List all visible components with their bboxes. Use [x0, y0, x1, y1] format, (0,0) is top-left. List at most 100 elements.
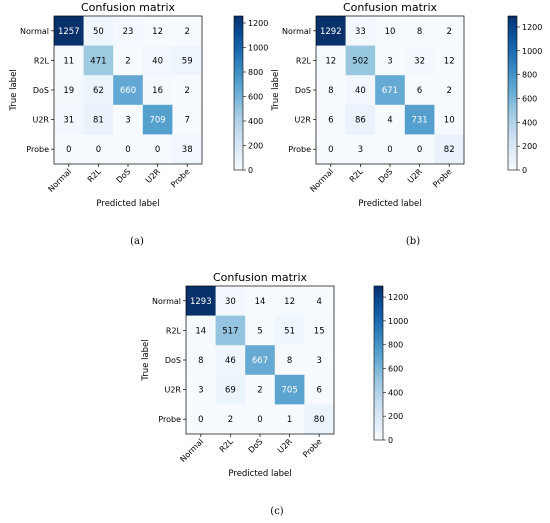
- cell-value-label: 40: [152, 56, 163, 66]
- matrix-cell: [83, 16, 114, 46]
- matrix-cell: [375, 16, 406, 46]
- matrix-cell: [172, 75, 203, 106]
- matrix-cell: [345, 75, 376, 106]
- cell-value-label: 0: [328, 145, 333, 155]
- cell-value-label: 2: [446, 27, 451, 37]
- cell-value-label: 0: [125, 145, 130, 155]
- colorbar-tick-label: 800: [388, 341, 403, 350]
- matrix-cell: [404, 75, 435, 106]
- matrix-cell: [245, 286, 276, 316]
- matrix-cell: [186, 315, 216, 346]
- cell-value-label: 50: [93, 27, 104, 37]
- matrix-cell: [113, 45, 144, 76]
- y-tick-label: DoS: [33, 86, 49, 95]
- matrix-cell: [316, 75, 346, 106]
- matrix-cell: [83, 45, 114, 76]
- cell-value-label: 705: [281, 386, 297, 396]
- x-axis-label: Predicted label: [228, 469, 291, 479]
- figure-caption: (c): [270, 506, 284, 517]
- cell-value-label: 8: [198, 356, 203, 366]
- matrix-cell: [404, 134, 435, 165]
- matrix-cell: [274, 315, 305, 346]
- x-tick-label: Normal: [178, 437, 205, 464]
- cell-value-label: 1: [287, 415, 292, 425]
- matrix-cell: [375, 104, 406, 135]
- matrix-cell: [404, 16, 435, 46]
- cell-value-label: 14: [255, 297, 266, 307]
- colorbar-tick-label: 200: [522, 142, 537, 151]
- matrix-cell: [113, 16, 144, 46]
- cell-value-label: 709: [149, 116, 165, 126]
- cell-value-label: 10: [444, 116, 455, 126]
- matrix-cell: [274, 374, 305, 405]
- matrix-cell: [434, 134, 465, 165]
- cell-value-label: 51: [284, 326, 295, 336]
- matrix-cell: [375, 75, 406, 106]
- x-tick-label: R2L: [348, 167, 365, 184]
- matrix-cell: [345, 104, 376, 135]
- cell-value-label: 46: [225, 356, 236, 366]
- chart-title: Confusion matrix: [213, 271, 308, 284]
- matrix-cell: [54, 16, 84, 46]
- cell-value-label: 1293: [190, 297, 212, 307]
- colorbar-tick-label: 1000: [522, 47, 542, 56]
- cell-value-label: 12: [284, 297, 295, 307]
- cell-value-label: 6: [328, 116, 333, 126]
- matrix-cell: [172, 104, 203, 135]
- cell-value-label: 12: [444, 56, 455, 66]
- x-tick-label: Probe: [301, 437, 323, 459]
- matrix-cell: [54, 104, 84, 135]
- matrix-cell: [274, 286, 305, 316]
- matrix-cell: [434, 104, 465, 135]
- y-tick-label: R2L: [34, 56, 50, 65]
- cell-value-label: 6: [316, 386, 321, 396]
- cell-value-label: 4: [387, 116, 392, 126]
- matrix-cell: [316, 45, 346, 76]
- colorbar-tick-label: 0: [388, 436, 393, 445]
- x-tick-label: R2L: [218, 437, 235, 454]
- cell-value-label: 62: [93, 86, 104, 96]
- y-axis-label: True label: [141, 339, 151, 381]
- cell-value-label: 471: [90, 56, 106, 66]
- y-tick-label: R2L: [296, 56, 312, 65]
- x-axis-label: Predicted label: [96, 199, 159, 209]
- cell-value-label: 5: [257, 326, 262, 336]
- cell-value-label: 38: [182, 145, 193, 155]
- y-tick-label: U2R: [32, 116, 49, 125]
- chart-title: Confusion matrix: [81, 1, 176, 14]
- matrix-cell: [316, 16, 346, 46]
- cell-value-label: 8: [328, 86, 333, 96]
- cell-value-label: 14: [195, 326, 206, 336]
- x-tick-label: DoS: [247, 437, 265, 455]
- matrix-cell: [215, 404, 246, 435]
- cell-value-label: 0: [387, 145, 392, 155]
- matrix-cell: [113, 104, 144, 135]
- colorbar-tick-label: 400: [388, 388, 403, 397]
- cell-value-label: 7: [184, 116, 189, 126]
- y-axis-label: True label: [271, 69, 281, 111]
- matrix-cell: [172, 45, 203, 76]
- x-tick-label: Probe: [431, 167, 453, 189]
- matrix-cell: [245, 374, 276, 405]
- matrix-cell: [83, 104, 114, 135]
- matrix-cell: [345, 45, 376, 76]
- cell-value-label: 30: [225, 297, 236, 307]
- cell-value-label: 3: [387, 56, 392, 66]
- matrix-cell: [345, 16, 376, 46]
- cell-value-label: 33: [355, 27, 366, 37]
- cell-value-label: 12: [152, 27, 163, 37]
- matrix-cell: [245, 404, 276, 435]
- matrix-cell: [215, 315, 246, 346]
- cell-value-label: 517: [222, 326, 238, 336]
- cell-value-label: 19: [63, 86, 74, 96]
- matrix-cell: [186, 286, 216, 316]
- cell-value-label: 1257: [58, 27, 80, 37]
- cell-value-label: 0: [257, 415, 262, 425]
- y-tick-label: DoS: [295, 86, 311, 95]
- x-tick-label: U2R: [276, 437, 294, 455]
- matrix-cell: [186, 404, 216, 435]
- matrix-cell: [245, 345, 276, 376]
- x-tick-label: Normal: [308, 167, 335, 194]
